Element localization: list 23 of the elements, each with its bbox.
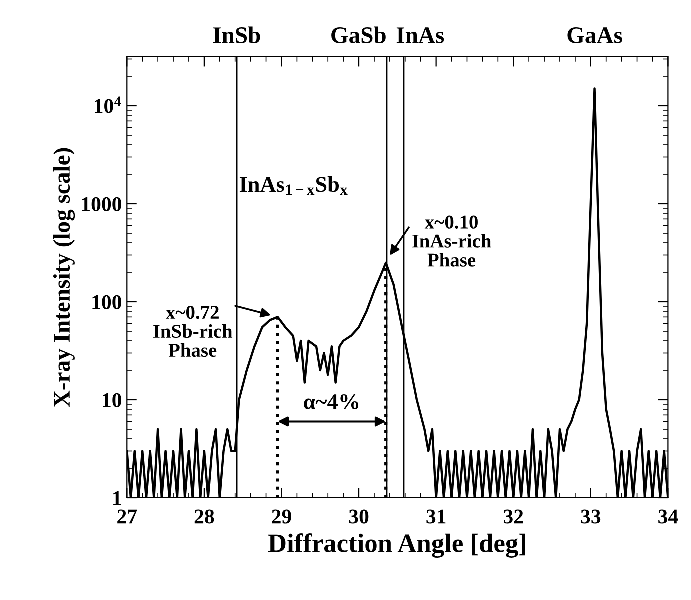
y-tick-label: 1 (114, 491, 122, 506)
x-tick-label: 30 (349, 510, 369, 524)
y-axis-title: X-ray Intensity (log scale) (53, 148, 76, 408)
x-tick-label: 31 (426, 510, 446, 524)
x-axis-title: Diffraction Angle [deg] (268, 534, 526, 558)
annotation: InAs$_{1−x}$Sb$_{x}$ (240, 176, 348, 196)
x-tick-label: 28 (194, 510, 214, 524)
x-tick-label: 34 (658, 510, 678, 524)
annotation: α~4% (304, 394, 359, 410)
x-tick-label: 32 (504, 510, 524, 524)
y-tick-label: 100 (92, 295, 122, 310)
ref-line-label: GaSb (332, 26, 386, 44)
ref-line-label: InAs (396, 28, 444, 44)
x-tick-label: 33 (581, 510, 601, 524)
annotation: x~0.10 InAs-rich Phase (412, 216, 492, 267)
y-tick-label: 10 (103, 393, 122, 408)
x-tick-label: 27 (118, 510, 138, 524)
x-tick-label: 29 (272, 510, 292, 524)
y-tick-label: 1000 (82, 197, 122, 212)
y-tick-label: 10$^{4}$ (94, 96, 122, 114)
annotation: x~0.72 InSb-rich Phase (154, 306, 233, 358)
annotation: GaAs (568, 28, 622, 44)
ref-line-label: InSb (213, 26, 260, 44)
